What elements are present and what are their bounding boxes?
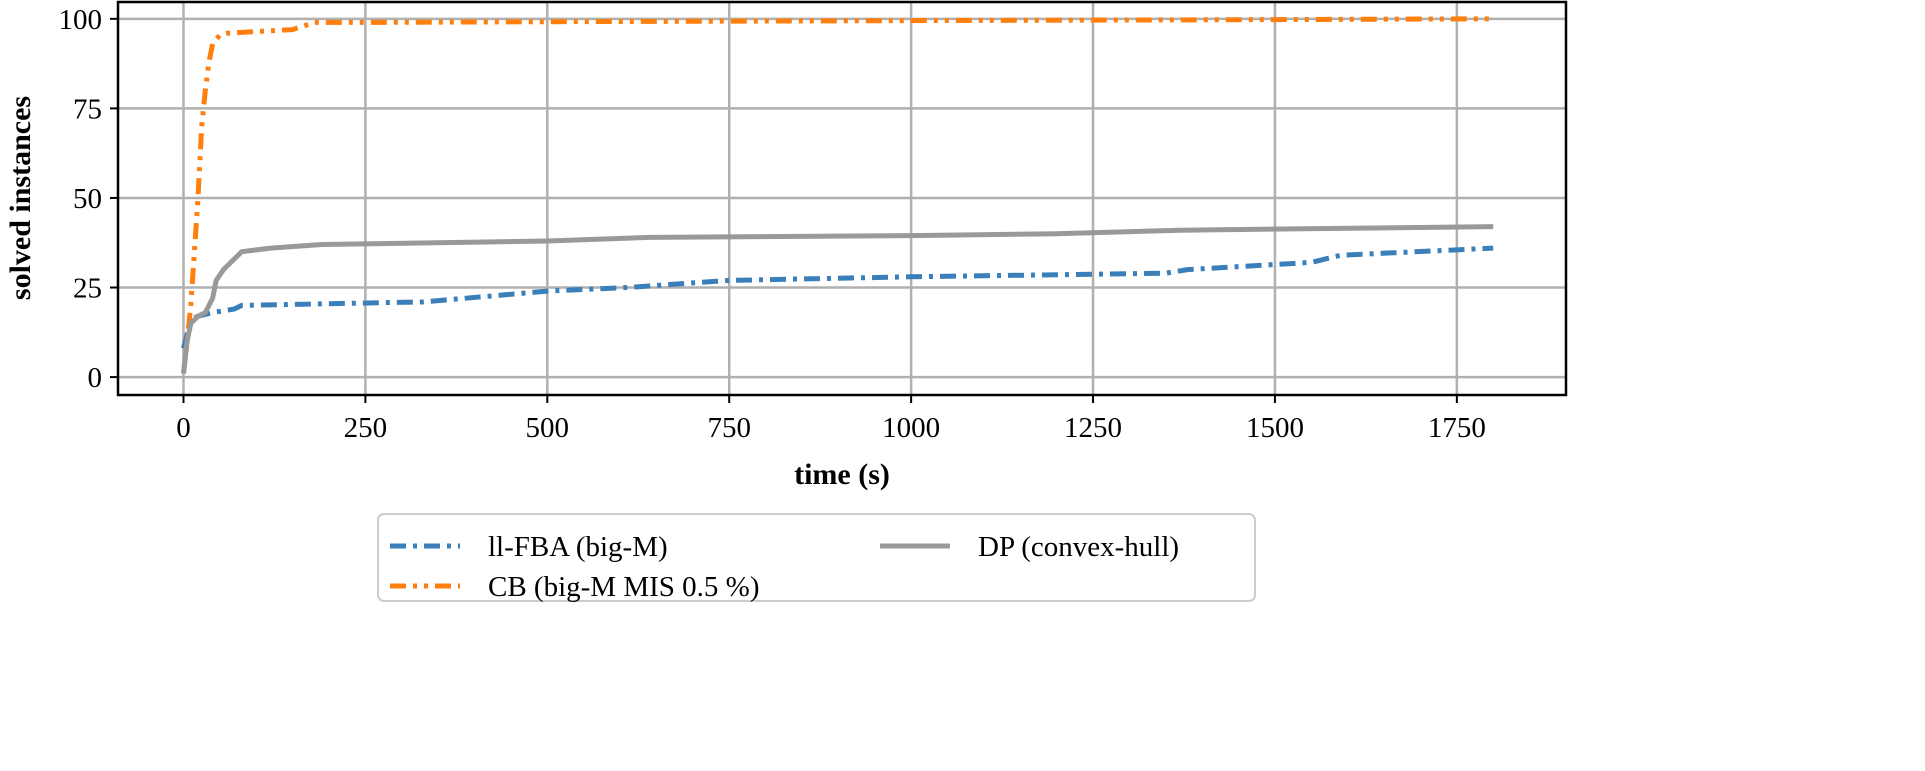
x-ticks: 0 250 500 750 1000 1250 1500 1750 — [176, 395, 1486, 444]
y-tick-label: 50 — [73, 183, 102, 215]
series-lines — [181, 16, 1494, 374]
x-tick-label: 500 — [526, 412, 570, 444]
x-tick-label: 1500 — [1246, 412, 1304, 444]
legend-label: ll-FBA (big-M) — [488, 531, 668, 563]
y-ticks: 0 25 50 75 100 — [59, 4, 118, 394]
series-line-2 — [181, 224, 1494, 374]
legend-label: DP (convex-hull) — [978, 531, 1179, 563]
series-line-1 — [181, 16, 1494, 374]
x-tick-label: 1000 — [882, 412, 940, 444]
x-tick-label: 750 — [707, 412, 751, 444]
x-tick-label: 250 — [344, 412, 388, 444]
y-tick-label: 75 — [73, 93, 102, 125]
y-axis-label: solved instances — [4, 96, 37, 300]
y-tick-label: 100 — [59, 4, 103, 36]
x-axis-label: time (s) — [794, 458, 890, 491]
x-tick-label: 1750 — [1428, 412, 1486, 444]
grid — [118, 2, 1566, 395]
legend-label: CB (big-M MIS 0.5 %) — [488, 571, 759, 603]
legend-box — [377, 513, 1256, 602]
x-tick-label: 1250 — [1064, 412, 1122, 444]
x-tick-label: 0 — [176, 412, 191, 444]
y-tick-label: 0 — [88, 362, 103, 394]
y-tick-label: 25 — [73, 273, 102, 305]
legend: ll-FBA (big-M) CB (big-M MIS 0.5 %) DP (co… — [377, 513, 1256, 603]
series-line-0 — [181, 245, 1494, 350]
